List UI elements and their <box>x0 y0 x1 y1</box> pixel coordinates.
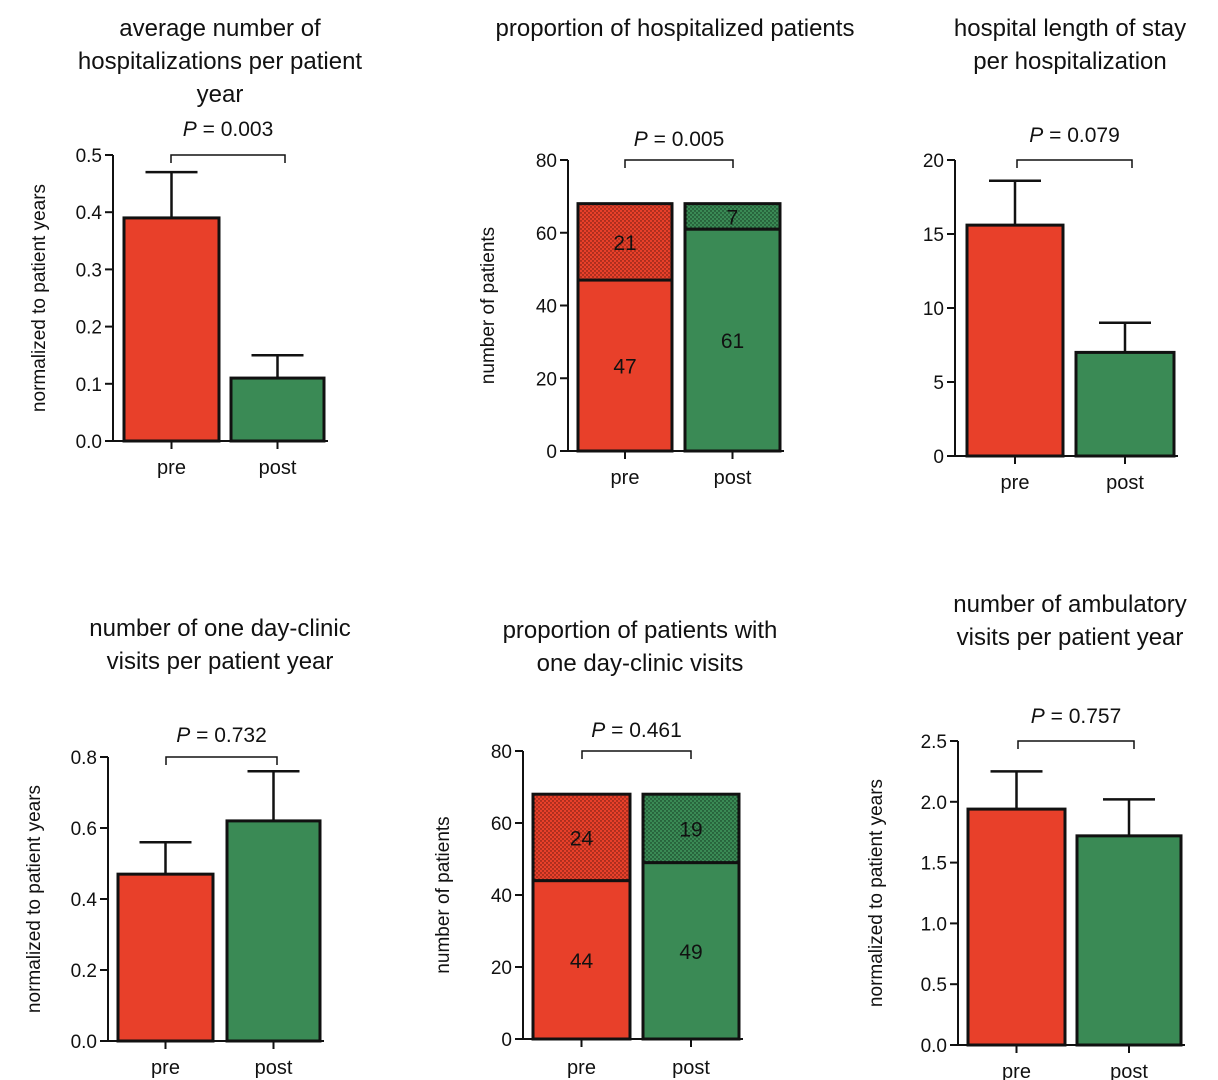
y-tick-label: 0 <box>933 447 944 468</box>
bar-value-label: 7 <box>727 206 739 229</box>
x-tick-label-post: post <box>1110 1061 1148 1080</box>
bar-pre-top <box>531 792 632 883</box>
significance-bracket <box>1017 740 1135 749</box>
chart-title: hospital length of stay per hospitalizat… <box>953 15 1187 75</box>
bar-value-label: 24 <box>570 827 594 850</box>
x-tick-label-post: post <box>714 467 752 489</box>
significance-bracket <box>165 756 278 765</box>
bar-value-label: 49 <box>679 941 702 964</box>
bar-pre-bottom <box>531 879 632 1041</box>
bar-pre <box>965 223 1065 458</box>
y-tick-label: 80 <box>491 742 512 763</box>
chart-title: number of ambulatory visits per patient … <box>953 591 1187 651</box>
y-tick-label: 10 <box>923 299 944 320</box>
p-value-label: P = 0.005 <box>634 128 725 151</box>
x-tick-label-pre: pre <box>611 467 640 489</box>
p-value-label: P = 0.732 <box>176 724 267 747</box>
x-tick-label-pre: pre <box>157 457 186 479</box>
bar-post <box>1074 350 1176 458</box>
y-axis-label: number of patients <box>478 227 499 384</box>
y-tick-label: 0.0 <box>76 432 102 453</box>
y-tick-label: 0 <box>546 442 557 463</box>
y-tick-label: 0 <box>501 1030 512 1051</box>
y-axis-label: normalized to patient years <box>866 779 887 1007</box>
y-tick-label: 1.5 <box>921 854 947 875</box>
bar-pre <box>966 807 1067 1047</box>
y-tick-label: 15 <box>923 225 944 246</box>
bar-value-label: 44 <box>570 950 594 973</box>
y-tick-label: 20 <box>536 369 557 390</box>
significance-bracket <box>624 159 734 168</box>
x-tick-label-post: post <box>255 1057 293 1079</box>
y-axis-label: normalized to patient years <box>29 184 50 412</box>
bar-pre-top <box>576 202 674 282</box>
bar-post-bottom <box>683 227 782 453</box>
chart-c3: pre post 0 5 10 15 20 P = 0.079 <box>923 124 1178 494</box>
bar-value-label: 47 <box>613 356 636 379</box>
chart-c6: pre post 0.0 0.5 1.0 1.5 2.0 2.5 normalized to p… <box>866 705 1185 1080</box>
y-tick-label: 0.0 <box>921 1036 947 1057</box>
y-tick-label: 0.6 <box>71 819 97 840</box>
y-tick-label: 0.5 <box>76 146 102 167</box>
y-axis-label: number of patients <box>433 816 454 973</box>
significance-bracket <box>170 154 286 163</box>
x-tick-label-pre: pre <box>1001 472 1030 494</box>
p-value-label: P = 0.461 <box>591 719 682 742</box>
y-tick-label: 20 <box>491 958 512 979</box>
bar-value-label: 61 <box>721 330 744 353</box>
chart-title: proportion of hospitalized patients <box>495 15 855 42</box>
y-tick-label: 0.0 <box>71 1032 97 1053</box>
y-tick-label: 0.2 <box>76 318 102 339</box>
y-tick-label: 80 <box>536 151 557 172</box>
bar-value-label: 19 <box>679 818 702 841</box>
y-tick-label: 60 <box>491 814 512 835</box>
bar-post <box>229 376 326 443</box>
significance-bracket <box>581 750 692 759</box>
y-tick-label: 2.0 <box>921 793 947 814</box>
x-tick-label-pre: pre <box>151 1057 180 1079</box>
chart-c4: pre post 0.0 0.2 0.4 0.6 0.8 normalized to pati… <box>24 724 324 1079</box>
bar-pre <box>122 216 221 443</box>
bar-post <box>225 819 322 1043</box>
y-tick-label: 0.1 <box>76 375 102 396</box>
chart-title: number of one day-clinic visits per pati… <box>89 615 351 675</box>
bar-post-bottom <box>641 861 741 1041</box>
chart-c5: 44 24 pre 49 19 post 0 20 40 60 80 number of patien… <box>433 719 743 1079</box>
y-tick-label: 40 <box>536 297 557 318</box>
bar-pre <box>116 872 215 1043</box>
y-tick-label: 0.5 <box>921 975 947 996</box>
y-tick-label: 5 <box>933 373 944 394</box>
y-axis-label: normalized to patient years <box>24 785 45 1013</box>
p-value-label: P = 0.079 <box>1029 124 1120 147</box>
x-tick-label-pre: pre <box>567 1057 596 1079</box>
chart-title: average number of hospitalizations per p… <box>77 15 363 108</box>
y-tick-label: 0.2 <box>71 961 97 982</box>
bar-post-top <box>683 202 782 231</box>
y-tick-label: 1.0 <box>921 914 947 935</box>
x-tick-label-post: post <box>1106 472 1144 494</box>
x-tick-label-post: post <box>672 1057 710 1079</box>
y-tick-label: 0.3 <box>76 260 102 281</box>
y-tick-label: 20 <box>923 151 944 172</box>
p-value-label: P = 0.757 <box>1031 705 1122 728</box>
p-value-label: P = 0.003 <box>183 118 274 141</box>
bar-post-top <box>641 792 741 865</box>
y-tick-label: 40 <box>491 886 512 907</box>
y-tick-label: 0.4 <box>71 890 98 911</box>
chart-c1: pre post 0.0 0.1 0.2 0.3 0.4 0.5 normalized to p… <box>29 118 328 479</box>
bar-post <box>1075 834 1183 1047</box>
x-tick-label-post: post <box>259 457 297 479</box>
bar-value-label: 21 <box>613 232 636 255</box>
y-tick-label: 0.4 <box>76 203 103 224</box>
bar-pre-bottom <box>576 278 674 453</box>
chart-title: proportion of patients with one day-clin… <box>502 617 778 677</box>
significance-bracket <box>1016 159 1133 168</box>
y-tick-label: 2.5 <box>921 732 947 753</box>
y-tick-label: 0.8 <box>71 748 97 769</box>
x-tick-label-pre: pre <box>1002 1061 1031 1080</box>
y-tick-label: 60 <box>536 224 557 245</box>
chart-c2: 47 21 pre 61 7 post 0 20 40 60 80 number of patient… <box>478 128 784 489</box>
